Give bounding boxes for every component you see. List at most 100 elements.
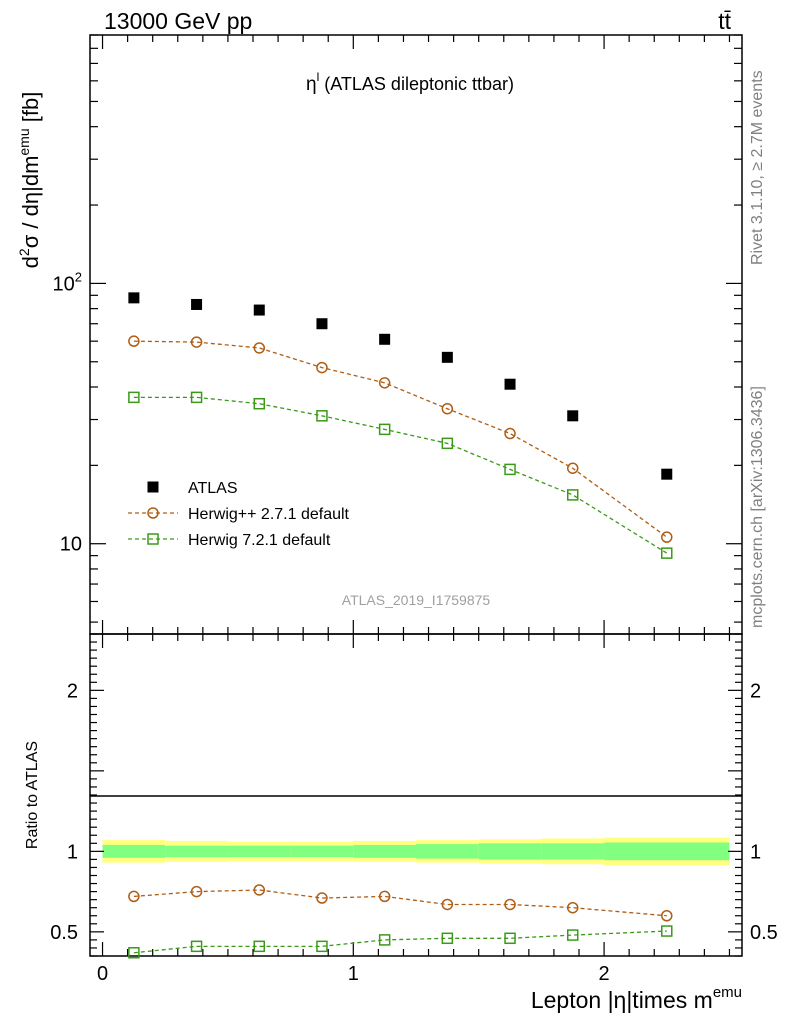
data-point bbox=[566, 489, 579, 501]
ratio-y-ticks: 0.5 0.5 1 1 2 2 bbox=[50, 633, 778, 957]
data-point bbox=[378, 377, 391, 389]
uncertainty-band-inner bbox=[541, 843, 605, 860]
data-point bbox=[316, 318, 328, 330]
data-point bbox=[253, 342, 266, 354]
uncertainty-band-inner bbox=[353, 844, 416, 858]
x-tick-label: 1 bbox=[348, 963, 359, 985]
ratio-y-tick-label-right: 1 bbox=[750, 841, 761, 863]
data-point bbox=[661, 910, 673, 922]
data-point bbox=[128, 292, 140, 304]
data-point bbox=[128, 890, 140, 903]
ratio-y-tick-label-left: 1 bbox=[67, 841, 78, 863]
data-point bbox=[661, 547, 673, 559]
uncertainty-band-inner bbox=[290, 845, 354, 857]
svg-text:d2σ / dη|dmemu [fb]: d2σ / dη|dmemu [fb] bbox=[16, 92, 43, 269]
uncertainty-band-inner bbox=[478, 843, 542, 860]
analysis-id: ATLAS_2019_I1759875 bbox=[342, 592, 491, 608]
data-point bbox=[128, 947, 140, 959]
data-point bbox=[253, 884, 266, 896]
ratio-y-axis-label: Ratio to ATLAS bbox=[24, 741, 41, 849]
data-point bbox=[190, 391, 203, 404]
data-point bbox=[504, 427, 516, 440]
uncertainty-band-inner bbox=[227, 845, 291, 857]
series-line bbox=[133, 930, 667, 954]
data-point bbox=[566, 901, 579, 914]
data-point bbox=[504, 378, 516, 390]
svg-text:Rivet 3.1.10, ≥ 2.7M events: Rivet 3.1.10, ≥ 2.7M events bbox=[749, 70, 766, 265]
process-label: tt̄ bbox=[718, 8, 731, 34]
ratio-frame bbox=[89, 633, 743, 957]
series-line bbox=[133, 396, 668, 554]
svg-text:Ratio to ATLAS: Ratio to ATLAS bbox=[24, 741, 41, 849]
x-tick-label: 0 bbox=[97, 963, 108, 985]
data-point bbox=[378, 423, 391, 436]
x-tick-label: 2 bbox=[599, 963, 610, 985]
series-line bbox=[133, 340, 668, 538]
data-point bbox=[379, 333, 391, 345]
legend: ATLAS Herwig++ 2.7.1 default Herwig 7.2.1 … bbox=[128, 480, 350, 549]
main-panel: 10 102 ηl (ATLAS dileptonic ttbar) ATLAS_… bbox=[16, 34, 743, 635]
ratio-panel: 0.5 0.5 1 1 2 2 0 1 2 Ratio to ATLAS Lepton |η|… bbox=[24, 633, 778, 1013]
ratio-uncertainty-bands bbox=[102, 837, 730, 866]
uncertainty-band-inner bbox=[416, 844, 479, 859]
data-point bbox=[504, 932, 516, 945]
ratio-y-tick-label-right: 0.5 bbox=[750, 922, 778, 944]
series-line bbox=[133, 889, 667, 917]
data-point bbox=[316, 410, 328, 422]
data-point bbox=[441, 898, 454, 911]
y-tick-label: 10 bbox=[60, 534, 82, 556]
data-point bbox=[566, 929, 579, 941]
data-point bbox=[378, 890, 391, 903]
data-point bbox=[316, 940, 328, 953]
main-y-ticks: 10 102 bbox=[53, 34, 742, 623]
data-point bbox=[253, 397, 266, 410]
ratio-x-ticks: 0 1 2 bbox=[97, 634, 731, 985]
data-point bbox=[441, 402, 454, 415]
energy-label: 13000 GeV pp bbox=[104, 8, 252, 34]
ratio-y-tick-label-right: 2 bbox=[750, 680, 761, 702]
legend-label: ATLAS bbox=[188, 480, 238, 497]
data-point bbox=[316, 892, 328, 904]
data-point bbox=[441, 437, 454, 450]
uncertainty-band-inner bbox=[604, 842, 730, 861]
x-axis-label: Lepton |η|times memu bbox=[531, 984, 742, 1013]
ratio-y-tick-label-left: 0.5 bbox=[50, 922, 78, 944]
ratio-series bbox=[128, 884, 673, 959]
data-point bbox=[253, 940, 266, 953]
main-y-axis-label: d2σ / dη|dmemu [fb] bbox=[16, 92, 43, 269]
data-point bbox=[661, 468, 673, 480]
ratio-y-tick-label-left: 2 bbox=[67, 680, 78, 702]
data-point bbox=[567, 410, 579, 422]
data-point bbox=[190, 885, 203, 898]
side-rivet-label: Rivet 3.1.10, ≥ 2.7M events bbox=[749, 70, 766, 265]
legend-label: Herwig 7.2.1 default bbox=[188, 532, 331, 549]
data-point bbox=[441, 932, 454, 945]
main-x-ticks bbox=[101, 35, 731, 634]
plot-title: ηl (ATLAS dileptonic ttbar) bbox=[306, 70, 514, 95]
data-point bbox=[566, 462, 579, 474]
data-point bbox=[190, 940, 203, 953]
y-tick-label: 102 bbox=[53, 269, 82, 295]
data-point bbox=[661, 925, 673, 937]
data-point bbox=[147, 507, 159, 519]
side-mcplots-label: mcplots.cern.ch [arXiv:1306.3436] bbox=[749, 386, 766, 628]
main-series bbox=[128, 292, 673, 559]
data-point bbox=[378, 934, 391, 946]
data-point bbox=[190, 336, 203, 348]
svg-text:mcplots.cern.ch [arXiv:1306.34: mcplots.cern.ch [arXiv:1306.3436] bbox=[749, 386, 766, 628]
legend-label: Herwig++ 2.7.1 default bbox=[188, 506, 350, 523]
data-point bbox=[504, 463, 516, 476]
data-point bbox=[316, 361, 328, 374]
data-point bbox=[147, 481, 159, 493]
data-point bbox=[441, 351, 453, 363]
data-point bbox=[147, 533, 159, 545]
data-point bbox=[128, 335, 140, 347]
data-point bbox=[253, 304, 265, 316]
data-point bbox=[191, 298, 203, 310]
uncertainty-band-inner bbox=[102, 844, 166, 858]
data-point bbox=[128, 391, 140, 404]
data-point bbox=[504, 898, 516, 911]
data-point bbox=[661, 531, 673, 543]
uncertainty-band-inner bbox=[165, 845, 228, 857]
